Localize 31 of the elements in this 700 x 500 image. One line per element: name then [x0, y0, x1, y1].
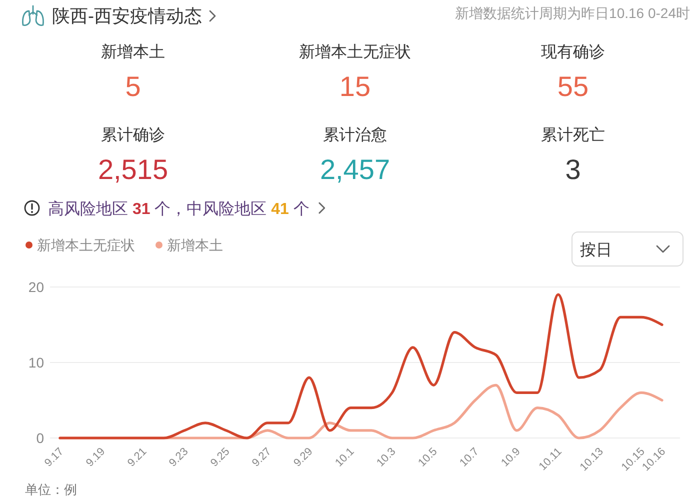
category-label: 新增本土: [101, 43, 165, 61]
text: 15: [339, 71, 371, 102]
text: 陕西-西安疫情动态: [52, 6, 202, 26]
x-tick-label: 10.3: [374, 446, 398, 470]
text: 新增数据统计周期为昨日10.16 0-24时: [455, 5, 690, 21]
y-tick-label: 10: [28, 354, 44, 370]
category-label: 现有确诊: [541, 44, 605, 61]
text: 高风险地区 31 个，中风险地区 41 个: [48, 200, 310, 218]
y-tick-label: 0: [36, 430, 44, 446]
text: 55: [557, 71, 589, 102]
text: 5: [125, 71, 141, 102]
y-tick-label: 20: [28, 279, 44, 295]
x-tick-label: 10.9: [499, 446, 523, 470]
x-tick-label: 9.19: [84, 446, 108, 470]
text: 2,515: [98, 154, 168, 185]
x-tick-label: 9.21: [126, 446, 150, 470]
category-label: 累计治愈: [323, 126, 387, 144]
x-tick-label: 9.23: [167, 446, 191, 470]
text: 单位：例: [25, 482, 77, 497]
category-label: 累计确诊: [101, 126, 165, 144]
text: 2,457: [320, 154, 390, 185]
x-tick-label: 9.29: [292, 446, 316, 470]
category-label: 累计死亡: [541, 126, 605, 144]
category-label: 新增本土无症状: [299, 43, 411, 61]
text: 3: [565, 154, 581, 185]
text: 按日: [580, 241, 612, 259]
x-tick-label: 10.1: [333, 446, 357, 470]
legend-label: 新增本土无症状: [37, 237, 135, 253]
x-tick-label: 9.25: [208, 446, 232, 470]
line-series: [58, 293, 664, 440]
legend-label: 新增本土: [167, 237, 223, 253]
